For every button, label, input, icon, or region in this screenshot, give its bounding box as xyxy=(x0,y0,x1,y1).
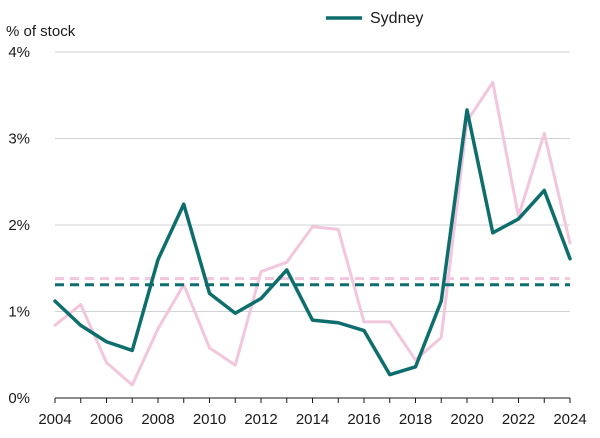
y-axis-ticks: 0% 1% 2% 3% 4% xyxy=(8,44,30,407)
series-lines xyxy=(53,80,572,387)
x-axis-ticks: 2004 2006 2008 2010 2012 2014 2016 2018 2020 2022… xyxy=(38,411,586,428)
y-tick-label: 3% xyxy=(8,131,30,148)
series-line-1 xyxy=(53,80,572,387)
x-tick-label: 2016 xyxy=(347,411,380,428)
x-tick-label: 2020 xyxy=(450,411,483,428)
series-line-0 xyxy=(53,108,572,377)
x-tick-label: 2008 xyxy=(141,411,174,428)
x-tick-label: 2004 xyxy=(38,411,71,428)
x-tick-label: 2024 xyxy=(553,411,586,428)
x-axis xyxy=(54,397,571,403)
y-tick-label: 2% xyxy=(8,217,30,234)
x-tick-label: 2006 xyxy=(90,411,123,428)
x-tick-label: 2018 xyxy=(399,411,432,428)
legend: Sydney xyxy=(326,10,423,27)
y-axis-title: % of stock xyxy=(6,23,76,40)
y-tick-label: 4% xyxy=(8,44,30,61)
y-tick-label: 0% xyxy=(8,390,30,407)
x-tick-label: 2010 xyxy=(193,411,226,428)
x-tick-label: 2022 xyxy=(502,411,535,428)
legend-label-sydney: Sydney xyxy=(370,10,423,27)
gridlines xyxy=(55,51,570,312)
y-tick-label: 1% xyxy=(8,304,30,321)
x-tick-label: 2012 xyxy=(244,411,277,428)
x-tick-label: 2014 xyxy=(296,411,329,428)
